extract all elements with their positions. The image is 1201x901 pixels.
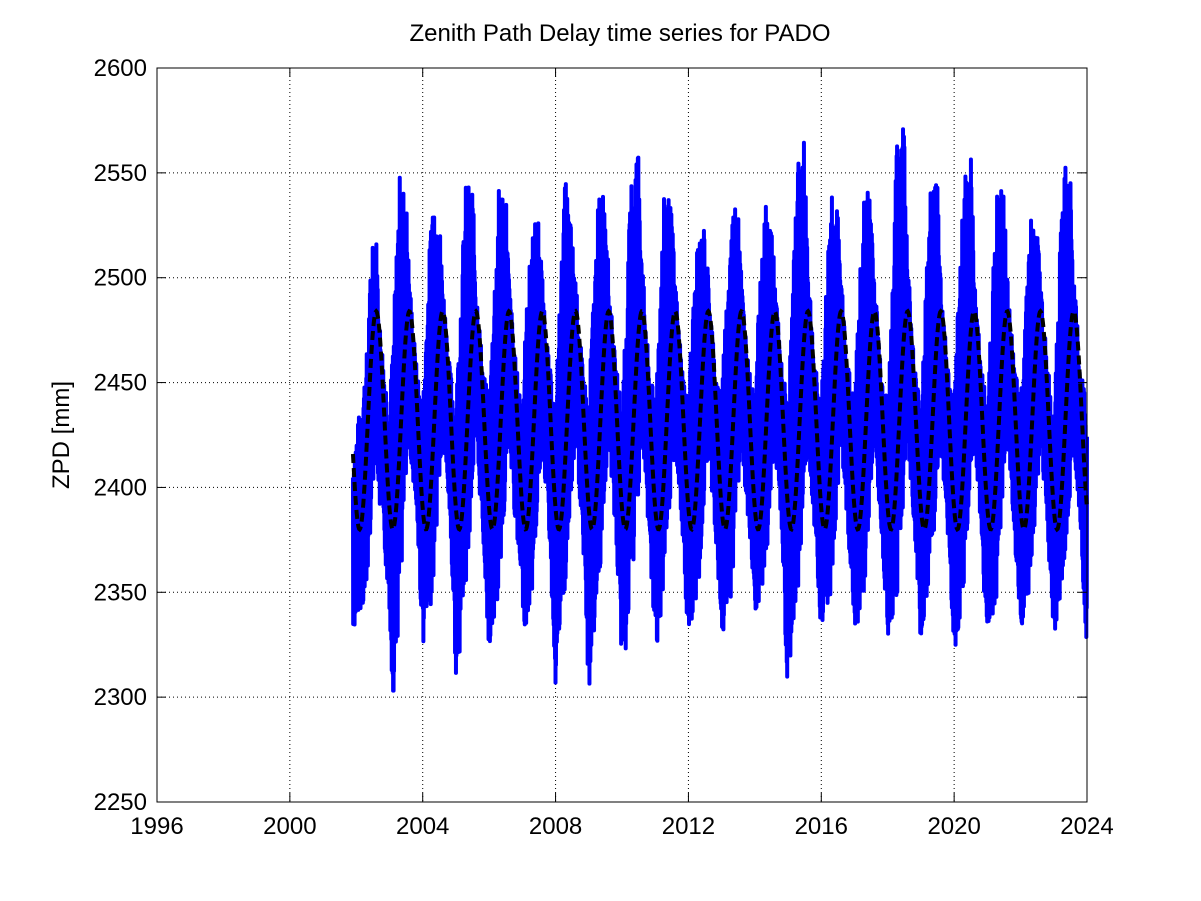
y-tick-label: 2450	[94, 370, 147, 397]
y-tick-label: 2250	[94, 789, 147, 816]
x-tick-label: 2016	[795, 813, 848, 840]
chart-title: Zenith Path Delay time series for PADO	[409, 20, 831, 47]
y-tick-label: 2400	[94, 474, 147, 501]
x-tick-label: 2020	[927, 813, 980, 840]
y-tick-label: 2300	[94, 684, 147, 711]
data-layer	[350, 127, 1089, 693]
y-tick-label: 2550	[94, 160, 147, 187]
y-tick-label: 2600	[94, 55, 147, 82]
y-tick-label: 2500	[94, 265, 147, 292]
x-tick-label: 1996	[130, 813, 183, 840]
x-tick-label: 2004	[396, 813, 449, 840]
y-tick-label: 2350	[94, 579, 147, 606]
axes-box	[156, 67, 1088, 803]
series-model-line	[350, 308, 1089, 533]
x-tick-label: 2012	[662, 813, 715, 840]
series-observed-line	[350, 127, 1089, 693]
axes-layer: 1996 2000 2004 2008 2012 2016 2020 2024 2250 2300…	[94, 55, 1114, 840]
x-tick-label: 2008	[529, 813, 582, 840]
x-tick-label: 2024	[1060, 813, 1113, 840]
x-tick-label: 2000	[263, 813, 316, 840]
